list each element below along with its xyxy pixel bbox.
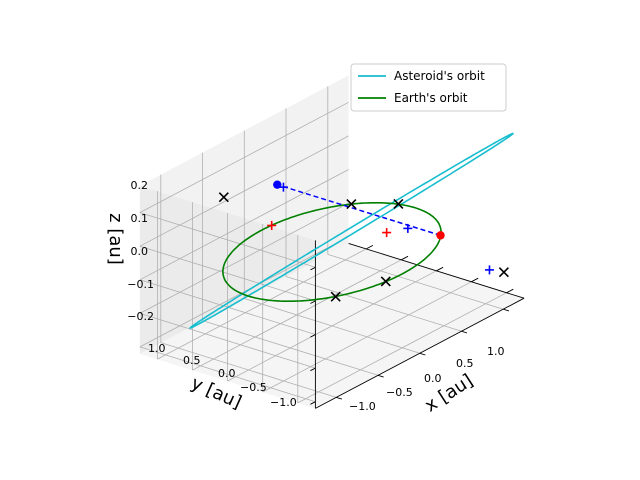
- gridline: [157, 248, 367, 360]
- x-tick: [336, 396, 343, 400]
- x-marker-stroke: [498, 267, 509, 278]
- x-marker-stroke: [330, 291, 341, 302]
- x-marker: [393, 198, 404, 210]
- gridline: [139, 212, 316, 268]
- asteroid-position-dot: [273, 180, 282, 189]
- x-tick-label: −0.5: [386, 386, 413, 399]
- x-marker-stroke: [393, 198, 404, 210]
- asteroid-orbit-line: [189, 132, 514, 330]
- y-tick-labels: 1.0 0.5 0.0 −0.5 −1.0: [148, 342, 297, 409]
- legend-frame: [350, 63, 507, 112]
- y-tick-label: 0.0: [218, 367, 236, 380]
- plus-marker: [403, 223, 413, 233]
- x-marker: [380, 276, 391, 287]
- x-tick: [461, 330, 468, 334]
- x-tick: [377, 374, 384, 378]
- y-tick-label: 1.0: [148, 342, 166, 355]
- gridline: [139, 313, 316, 369]
- y-axis-line: [348, 242, 525, 299]
- gridline: [327, 254, 504, 310]
- z-tick: [310, 334, 316, 338]
- gridline: [192, 259, 402, 371]
- earth-position-dot: [436, 231, 445, 240]
- gridline: [139, 236, 349, 348]
- x-tick: [503, 308, 510, 312]
- legend-label-asteroid: Asteroid's orbit: [394, 69, 485, 83]
- x-marker-stroke: [218, 192, 229, 203]
- x-tick-labels: −1.0 −0.5 0.0 0.5 1.0: [349, 345, 505, 413]
- y-tick: [471, 277, 479, 283]
- y-tick-label: 0.5: [183, 354, 201, 367]
- x-marker-stroke: [380, 276, 391, 287]
- z-tick-label: −0.2: [127, 310, 154, 323]
- z-tick-label: 0.1: [131, 212, 149, 225]
- gridline: [139, 135, 349, 247]
- x-marker: [218, 192, 229, 203]
- gridline: [139, 202, 349, 314]
- x-marker: [346, 198, 357, 210]
- z-tick-label: −0.1: [127, 278, 154, 291]
- gridline: [139, 245, 316, 302]
- x-marker: [498, 267, 509, 278]
- gridline: [139, 169, 349, 281]
- y-tick: [401, 255, 409, 261]
- z-tick-label: 0.0: [131, 245, 149, 258]
- series-layer: [189, 132, 514, 330]
- earth-orbit-line: [222, 202, 442, 302]
- z-axis-label: z [au]: [105, 213, 126, 265]
- y-tick-label: −0.5: [240, 381, 267, 394]
- gridline: [227, 270, 437, 382]
- x-tick: [419, 352, 426, 356]
- gridline: [139, 101, 349, 213]
- marker-layer: [218, 180, 509, 302]
- y-tick-label: −1.0: [270, 396, 297, 409]
- gridline: [139, 346, 316, 403]
- y-tick: [436, 266, 444, 272]
- x-axis-line: [315, 297, 525, 409]
- x-tick-label: 0.5: [456, 357, 474, 370]
- z-tick: [310, 401, 316, 405]
- plus-marker: [484, 265, 494, 275]
- x-tick-label: 1.0: [487, 345, 505, 358]
- z-tick-label: 0.2: [131, 179, 149, 192]
- plus-marker: [267, 220, 277, 230]
- legend: Asteroid's orbit Earth's orbit: [350, 63, 507, 112]
- z-tick-labels: 0.2 0.1 0.0 −0.1 −0.2: [127, 179, 154, 323]
- legend-label-earth: Earth's orbit: [394, 91, 468, 105]
- z-tick: [310, 367, 316, 372]
- z-tick: [310, 300, 316, 304]
- x-marker: [330, 291, 341, 302]
- x-tick-label: 0.0: [424, 372, 442, 385]
- x-marker-stroke: [346, 198, 357, 210]
- earth-asteroid-distance-line: [277, 183, 441, 237]
- y-tick: [365, 245, 374, 250]
- plus-marker: [382, 228, 392, 238]
- x-tick-label: −1.0: [349, 400, 376, 413]
- axis-lines: [310, 240, 525, 409]
- y-tick: [506, 288, 514, 294]
- z-tick: [310, 266, 316, 271]
